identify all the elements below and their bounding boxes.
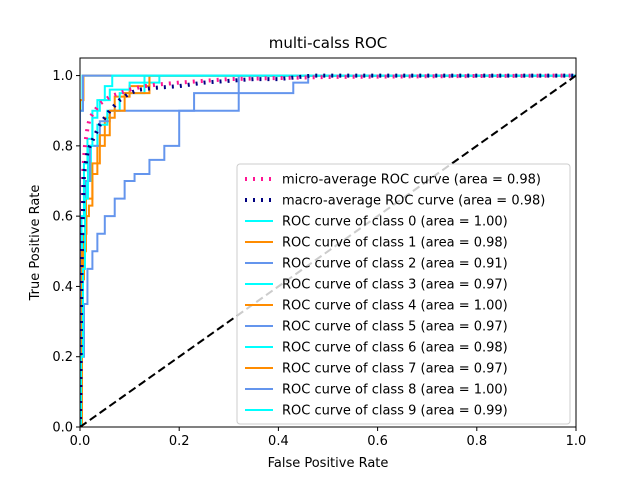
x-tick-label: 0.6 (367, 434, 388, 449)
y-tick-label: 0.2 (52, 350, 73, 365)
legend-entry: ROC curve of class 5 (area = 0.97) (282, 320, 508, 335)
legend-entry: ROC curve of class 6 (area = 0.98) (282, 341, 508, 356)
legend-entry: ROC curve of class 4 (area = 1.00) (282, 299, 508, 314)
legend-entry: ROC curve of class 2 (area = 0.91) (282, 257, 508, 272)
y-axis-ticks: 0.0 0.2 0.4 0.6 0.8 1.0 (52, 69, 80, 436)
roc-series-4 (80, 74, 576, 427)
legend-entry: micro-average ROC curve (area = 0.98) (282, 173, 541, 188)
legend-entry: ROC curve of class 8 (area = 1.00) (282, 383, 508, 398)
x-tick-label: 0.4 (268, 434, 289, 449)
roc-series-8 (80, 74, 576, 427)
legend-entry: ROC curve of class 0 (area = 1.00) (282, 215, 508, 230)
legend-entry: ROC curve of class 1 (area = 0.98) (282, 236, 508, 251)
x-tick-label: 0.2 (169, 434, 190, 449)
y-axis-label: True Positive Rate (28, 185, 43, 302)
plot-frame (79, 57, 577, 428)
y-tick-label: 0.0 (52, 421, 73, 436)
legend: micro-average ROC curve (area = 0.98) mac… (236, 163, 571, 425)
y-tick-label: 0.4 (52, 280, 73, 295)
legend-entry: ROC curve of class 9 (area = 0.99) (282, 404, 508, 419)
legend-frame (236, 163, 571, 425)
legend-entry: ROC curve of class 3 (area = 0.97) (282, 278, 508, 293)
x-tick-label: 0.0 (70, 434, 91, 449)
x-tick-label: 1.0 (566, 434, 587, 449)
x-axis-label: False Positive Rate (268, 456, 389, 471)
y-tick-label: 0.6 (52, 210, 73, 225)
chart-title: multi-calss ROC (269, 34, 387, 52)
x-axis-ticks: 0.0 0.2 0.4 0.6 0.8 1.0 (70, 427, 587, 449)
y-tick-label: 0.8 (52, 139, 73, 154)
legend-entry: macro-average ROC curve (area = 0.98) (282, 194, 545, 209)
y-tick-label: 1.0 (52, 69, 73, 84)
x-tick-label: 0.8 (466, 434, 487, 449)
legend-entry: ROC curve of class 7 (area = 0.97) (282, 362, 508, 377)
